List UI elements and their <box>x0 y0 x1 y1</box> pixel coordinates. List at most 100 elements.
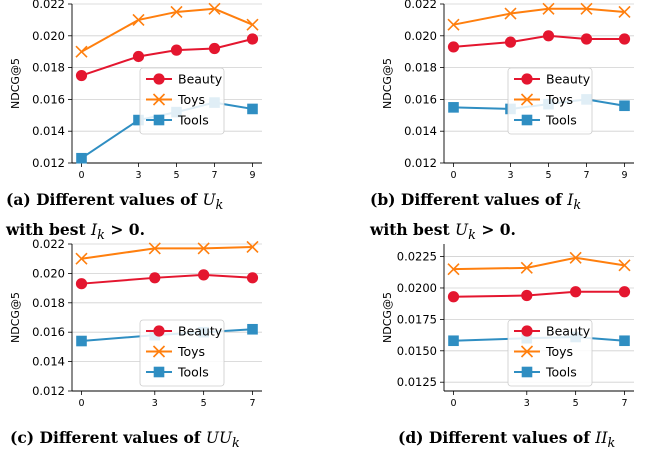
legend: Beauty Toys Tools <box>139 67 225 135</box>
legend-label: Tools <box>177 113 209 128</box>
y-tick-label: 0.020 <box>404 29 437 43</box>
chart-panel-1: 0.012 0.014 0.016 0.018 0.020 0.022 0 3 5 7 9 NDCG@… <box>381 0 634 181</box>
legend-swatch-marker <box>521 366 533 378</box>
caption-c: (c) Different values of UUk <box>10 426 240 456</box>
series-line <box>453 256 625 271</box>
caption-d-var: II <box>595 429 608 447</box>
data-point <box>198 269 210 281</box>
legend-label: Beauty <box>546 324 591 339</box>
x-tick-label: 0 <box>78 398 84 409</box>
caption-c-text: (c) Different values of <box>10 428 206 447</box>
data-point <box>448 102 459 113</box>
x-tick-label: 5 <box>173 170 179 181</box>
series-beauty <box>75 269 259 290</box>
x-tick-label: 9 <box>249 170 255 181</box>
series-line <box>453 34 625 48</box>
series-beauty <box>447 30 631 53</box>
data-point <box>132 50 145 63</box>
caption-d-text: (d) Different values of <box>398 428 596 447</box>
series-toys <box>75 2 259 58</box>
legend-label: Toys <box>545 92 573 107</box>
legend-swatch-marker <box>521 73 533 85</box>
x-tick-label: 7 <box>249 398 255 409</box>
caption-b-line2-post: > 0. <box>475 220 516 240</box>
legend-label: Beauty <box>546 72 591 87</box>
data-point <box>133 114 144 126</box>
data-point <box>247 323 258 335</box>
caption-a-line2-var: I <box>91 221 98 240</box>
x-tick-label: 3 <box>135 170 141 181</box>
data-point <box>570 286 582 298</box>
caption-b-sub: k <box>573 198 582 214</box>
data-point <box>75 45 88 58</box>
data-point <box>542 2 555 15</box>
legend: Beauty Toys Tools <box>139 319 225 387</box>
y-tick-label: 0.018 <box>32 296 65 310</box>
caption-b-line2: with best <box>370 220 456 240</box>
x-tick-label: 7 <box>211 170 217 181</box>
legend-swatch-marker <box>153 325 165 337</box>
series-line <box>453 7 625 26</box>
y-tick-label: 0.012 <box>32 384 65 398</box>
data-point <box>447 18 460 31</box>
caption-d-sub: k <box>607 436 616 452</box>
y-tick-label: 0.0150 <box>397 344 437 358</box>
caption-a-line2: with best <box>6 220 92 240</box>
data-point <box>504 36 517 48</box>
caption-b-var: I <box>567 191 574 209</box>
data-point <box>618 286 631 298</box>
caption-b: (b) Different values of Ik with best Uk … <box>370 188 581 248</box>
data-point <box>542 30 555 42</box>
data-point <box>580 33 593 45</box>
legend-label: Toys <box>177 92 205 107</box>
y-tick-label: 0.018 <box>404 61 437 75</box>
legend-swatch-marker <box>520 93 534 106</box>
data-point <box>247 103 258 115</box>
y-tick-label: 0.022 <box>32 237 65 251</box>
x-tick-label: 5 <box>201 398 207 409</box>
legend-label: Toys <box>177 344 205 359</box>
data-point <box>619 100 630 112</box>
data-point <box>504 7 517 20</box>
data-point <box>148 242 161 255</box>
data-point <box>520 261 533 274</box>
y-tick-label: 0.0200 <box>397 281 437 295</box>
data-point <box>618 5 631 19</box>
x-tick-label: 0 <box>450 170 456 181</box>
data-point <box>580 2 593 15</box>
y-tick-label: 0.012 <box>404 156 437 170</box>
data-point <box>76 152 87 164</box>
y-tick-label: 0.016 <box>32 325 65 339</box>
data-point <box>569 251 582 264</box>
y-axis-label: NDCG@5 <box>9 292 22 343</box>
caption-a-line2-post: > 0. <box>105 220 145 240</box>
legend-label: Tools <box>545 365 577 380</box>
legend-swatch-marker <box>520 345 534 358</box>
caption-b-line2-sub: k <box>468 228 476 244</box>
x-tick-label: 7 <box>621 398 627 409</box>
y-tick-label: 0.014 <box>32 355 65 369</box>
caption-a-var: U <box>202 191 216 209</box>
data-point <box>132 13 145 26</box>
caption-c-var: UU <box>205 429 233 447</box>
y-tick-label: 0.022 <box>404 0 437 11</box>
caption-b-text: (b) Different values of <box>370 190 568 209</box>
data-point <box>246 18 259 31</box>
y-tick-label: 0.014 <box>32 124 65 138</box>
data-point <box>75 278 88 290</box>
data-point <box>246 240 259 254</box>
x-tick-label: 9 <box>621 170 627 181</box>
data-point <box>246 33 259 45</box>
data-point <box>208 42 221 55</box>
data-point <box>246 272 259 284</box>
legend-label: Beauty <box>178 72 223 87</box>
y-tick-label: 0.0125 <box>397 375 437 389</box>
legend-label: Beauty <box>178 324 223 339</box>
x-tick-label: 3 <box>152 398 158 409</box>
data-point <box>447 41 460 53</box>
x-tick-label: 7 <box>583 170 589 181</box>
data-point <box>197 242 210 255</box>
y-tick-label: 0.016 <box>32 92 65 106</box>
legend-swatch-marker <box>153 114 165 126</box>
